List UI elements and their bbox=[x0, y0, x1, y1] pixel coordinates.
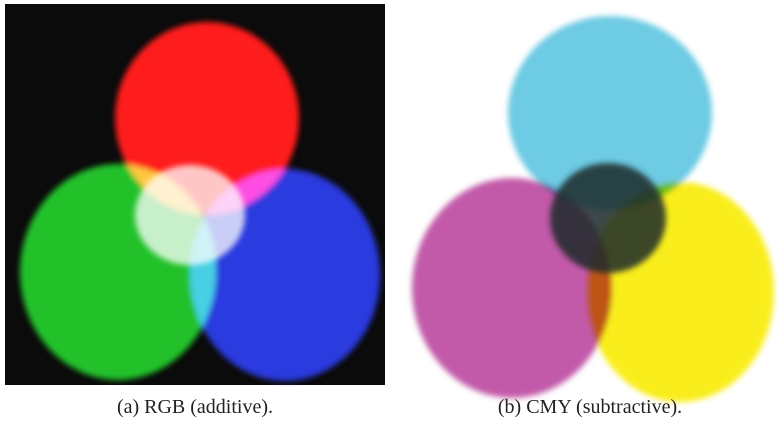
page: (a) RGB (additive). (b) CMY (subtractive… bbox=[0, 0, 778, 424]
white-center bbox=[135, 165, 245, 265]
figure: (a) RGB (additive). (b) CMY (subtractive… bbox=[0, 0, 778, 424]
caption: (b) CMY (subtractive). bbox=[498, 396, 682, 418]
dark-center bbox=[550, 163, 666, 273]
caption: (a) RGB (additive). bbox=[117, 396, 273, 418]
